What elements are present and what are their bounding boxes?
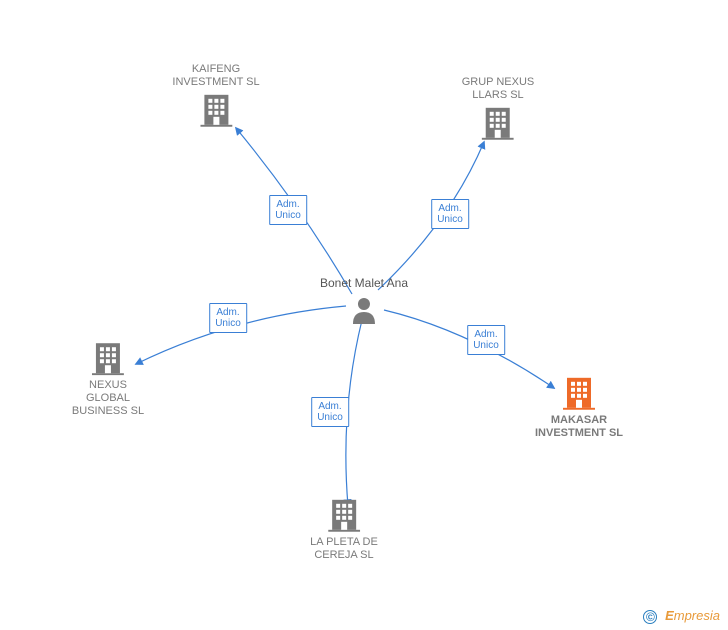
- building-icon: [563, 376, 595, 410]
- building-icon: [200, 93, 232, 127]
- center-person-node: Bonet Malet Ana: [320, 276, 408, 324]
- company-node-makasar: MAKASAR INVESTMENT SL: [535, 376, 623, 440]
- company-node-la_pleta: LA PLETA DE CEREJA SL: [310, 498, 378, 562]
- network-diagram: Bonet Malet Ana KAIFENG INVESTMENT SL GR…: [0, 0, 728, 630]
- company-label: MAKASAR INVESTMENT SL: [535, 414, 623, 440]
- edge-label-grup_nexus: Adm.Unico: [431, 199, 469, 229]
- edge-label-la_pleta: Adm.Unico: [311, 397, 349, 427]
- company-node-kaifeng: KAIFENG INVESTMENT SL: [172, 63, 259, 127]
- watermark-brand: Empresia: [665, 608, 720, 623]
- company-node-nexus_global: NEXUS GLOBAL BUSINESS SL: [72, 341, 144, 419]
- company-node-grup_nexus: GRUP NEXUS LLARS SL: [462, 76, 535, 140]
- center-label: Bonet Malet Ana: [320, 276, 408, 290]
- watermark: © Empresia: [643, 608, 720, 624]
- edge-label-makasar: Adm.Unico: [467, 325, 505, 355]
- person-icon: [351, 296, 377, 324]
- edge-label-kaifeng: Adm.Unico: [269, 195, 307, 225]
- company-label: KAIFENG INVESTMENT SL: [172, 63, 259, 89]
- company-label: LA PLETA DE CEREJA SL: [310, 536, 378, 562]
- copyright-icon: ©: [643, 610, 657, 624]
- edge-label-nexus_global: Adm.Unico: [209, 303, 247, 333]
- company-label: NEXUS GLOBAL BUSINESS SL: [72, 379, 144, 419]
- building-icon: [482, 106, 514, 140]
- company-label: GRUP NEXUS LLARS SL: [462, 76, 535, 102]
- building-icon: [92, 341, 124, 375]
- building-icon: [328, 498, 360, 532]
